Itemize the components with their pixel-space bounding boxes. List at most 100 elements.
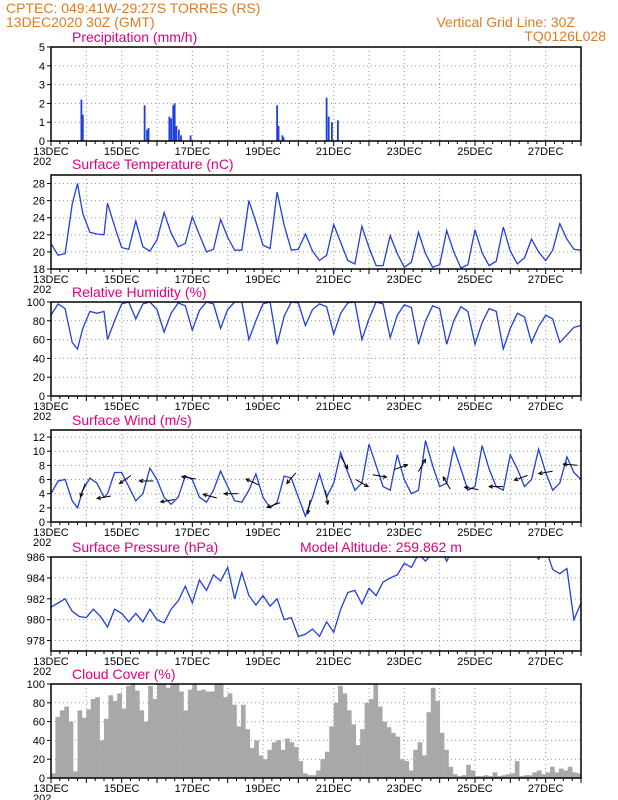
wind-arrow bbox=[245, 478, 259, 486]
wind-arrow-shaft bbox=[418, 459, 426, 472]
wind-arrow-head bbox=[421, 458, 427, 464]
y-tick-label: 22 bbox=[33, 230, 45, 242]
cloud-bar bbox=[95, 697, 100, 778]
cloud-bar bbox=[523, 775, 529, 778]
y-tick-label: 80 bbox=[33, 316, 45, 328]
y-tick-label: 20 bbox=[33, 247, 45, 259]
y-tick-label: 4 bbox=[39, 489, 45, 501]
cloud-bar bbox=[320, 759, 326, 778]
wind-arrow bbox=[159, 499, 175, 504]
wind-arrow-head bbox=[245, 478, 251, 483]
x-tick-label: 17DEC bbox=[175, 527, 211, 539]
wind-arrow-shaft bbox=[394, 464, 408, 471]
x-tick-label: 13DEC bbox=[33, 656, 69, 668]
wind-arrow-head bbox=[463, 485, 469, 490]
cloud-bar bbox=[258, 755, 264, 778]
surface-temperature-panel: Surface Temperature (nC) 18 20 22 24 26 28 13D… bbox=[33, 156, 582, 296]
series-line bbox=[51, 183, 581, 269]
cloud-bar bbox=[563, 770, 569, 778]
x-tick-label: 27DEC bbox=[528, 783, 564, 795]
wind-arrow bbox=[324, 490, 330, 506]
y-tick-label: 2 bbox=[39, 503, 45, 515]
x-tick-label: 13DEC bbox=[33, 783, 69, 795]
cloud-bar bbox=[497, 776, 502, 778]
wind-arrow-head bbox=[95, 495, 102, 501]
cloud-bar bbox=[302, 773, 308, 778]
cloud-bar bbox=[77, 710, 83, 778]
x-tick-label: 15DEC bbox=[104, 656, 140, 668]
x-tick-label: 13DEC bbox=[33, 401, 69, 413]
x-tick-label: 25DEC bbox=[457, 783, 493, 795]
y-tick-label: 100 bbox=[27, 679, 45, 691]
cloud-bar bbox=[183, 710, 189, 778]
cloud-bar bbox=[205, 691, 211, 778]
wind-arrow bbox=[537, 470, 553, 476]
relative-humidity-title: Relative Humidity (%) bbox=[72, 284, 207, 300]
y-tick-label: 984 bbox=[27, 573, 45, 585]
cloud-bar bbox=[267, 749, 273, 778]
series-line bbox=[51, 302, 581, 352]
cloud-bar bbox=[298, 761, 304, 778]
y-tick-label: 80 bbox=[33, 698, 45, 710]
x-tick-label: 17DEC bbox=[175, 783, 211, 795]
y-tick-label: 4 bbox=[39, 61, 45, 73]
y-tick-label: 6 bbox=[39, 475, 45, 487]
cloud-bar bbox=[399, 759, 405, 778]
cloud-bar bbox=[475, 776, 480, 778]
cloud-bar bbox=[104, 718, 109, 778]
wind-arrow bbox=[463, 485, 479, 491]
cloud-bar bbox=[81, 717, 87, 778]
wind-arrow-shaft bbox=[563, 463, 578, 466]
year-label: 202 bbox=[33, 284, 51, 296]
y-tick-label: 978 bbox=[27, 636, 45, 648]
y-tick-label: 8 bbox=[39, 460, 45, 472]
x-tick-label: 23DEC bbox=[387, 274, 423, 286]
wind-arrow bbox=[355, 479, 369, 488]
year-label: 202 bbox=[33, 666, 51, 678]
cloud-bar bbox=[483, 775, 489, 778]
cloud-bar bbox=[457, 776, 463, 778]
cloud-bar bbox=[263, 759, 268, 778]
y-tick-label: 26 bbox=[33, 196, 45, 208]
wind-arrow-head bbox=[223, 491, 229, 496]
wind-arrow bbox=[202, 493, 217, 499]
x-tick-label: 27DEC bbox=[528, 274, 564, 286]
cloud-bar bbox=[316, 770, 321, 778]
wind-arrow-shaft bbox=[160, 499, 175, 503]
y-tick-label: 24 bbox=[33, 213, 45, 225]
cloud-bar bbox=[148, 685, 153, 778]
precip-bar bbox=[172, 105, 175, 141]
cloud-bar bbox=[369, 699, 374, 778]
cloud-bar bbox=[227, 693, 233, 778]
cloud-bar bbox=[210, 691, 215, 778]
cloud-bar bbox=[426, 712, 432, 778]
precip-bar bbox=[331, 122, 333, 141]
wind-arrow-head bbox=[513, 476, 519, 482]
cloud-bar bbox=[558, 768, 564, 778]
y-tick-label: 60 bbox=[33, 717, 45, 729]
cloud-bar bbox=[329, 726, 334, 778]
x-tick-label: 25DEC bbox=[457, 146, 493, 158]
precip-bar bbox=[146, 129, 149, 141]
cloud-bar bbox=[391, 732, 396, 778]
x-tick-label: 21DEC bbox=[316, 783, 352, 795]
cloud-bar bbox=[576, 773, 582, 778]
x-tick-label: 21DEC bbox=[316, 146, 352, 158]
cloud-bar bbox=[377, 706, 383, 778]
y-tick-label: 982 bbox=[27, 594, 45, 606]
cloud-bar bbox=[170, 684, 175, 778]
relative-humidity-panel: Relative Humidity (%) 0 20 40 60 80 100 13DEC 1… bbox=[27, 284, 582, 423]
wind-arrow bbox=[180, 474, 196, 480]
cloud-bar bbox=[192, 684, 198, 778]
cloud-bar bbox=[293, 746, 299, 778]
cloud-bar bbox=[90, 699, 96, 778]
cloud-bar bbox=[68, 721, 74, 778]
wind-arrow-shaft bbox=[245, 478, 259, 486]
cloud-bar bbox=[373, 684, 379, 778]
cloud-bar bbox=[351, 724, 357, 778]
cloud-bar bbox=[417, 742, 423, 778]
x-tick-label: 13DEC bbox=[33, 146, 69, 158]
cloud-bar bbox=[232, 704, 237, 778]
wind-arrow bbox=[418, 458, 427, 472]
cloud-bar bbox=[276, 740, 281, 778]
